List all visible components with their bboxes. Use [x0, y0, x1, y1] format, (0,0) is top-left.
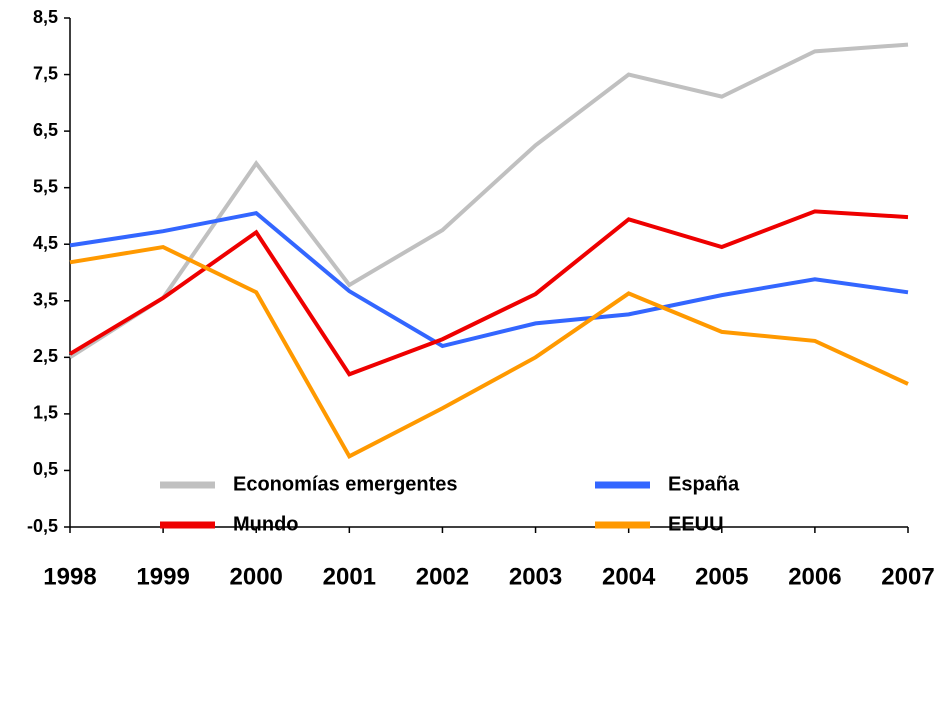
x-tick-label: 2001 [323, 563, 376, 590]
y-tick-label: 5,5 [33, 176, 58, 196]
y-tick-label: 8,5 [33, 7, 58, 27]
legend-label: EEUU [668, 513, 724, 535]
legend-label: España [668, 473, 740, 495]
series-line [69, 210, 909, 349]
x-tick-label: 2007 [881, 563, 934, 590]
x-tick-label: 2004 [602, 563, 656, 590]
y-tick-label: -0,5 [27, 516, 58, 536]
series-line [69, 244, 909, 459]
x-tick-label: 2003 [509, 563, 562, 590]
x-tick-label: 1998 [43, 563, 96, 590]
y-tick-label: 1,5 [33, 403, 58, 423]
legend-label: Mundo [233, 513, 299, 535]
y-tick-label: 4,5 [33, 233, 58, 253]
y-tick-label: 3,5 [33, 290, 58, 310]
y-tick-label: 2,5 [33, 346, 58, 366]
x-tick-label: 2000 [230, 563, 283, 590]
y-tick-label: 6,5 [33, 120, 58, 140]
series-line [68, 209, 909, 377]
series-line [68, 42, 909, 360]
legend-label: Economías emergentes [233, 473, 458, 495]
x-tick-label: 2006 [788, 563, 841, 590]
y-tick-label: 7,5 [33, 63, 58, 83]
x-tick-label: 2002 [416, 563, 469, 590]
x-tick-label: 2005 [695, 563, 748, 590]
x-tick-label: 1999 [136, 563, 189, 590]
y-tick-label: 0,5 [33, 459, 58, 479]
